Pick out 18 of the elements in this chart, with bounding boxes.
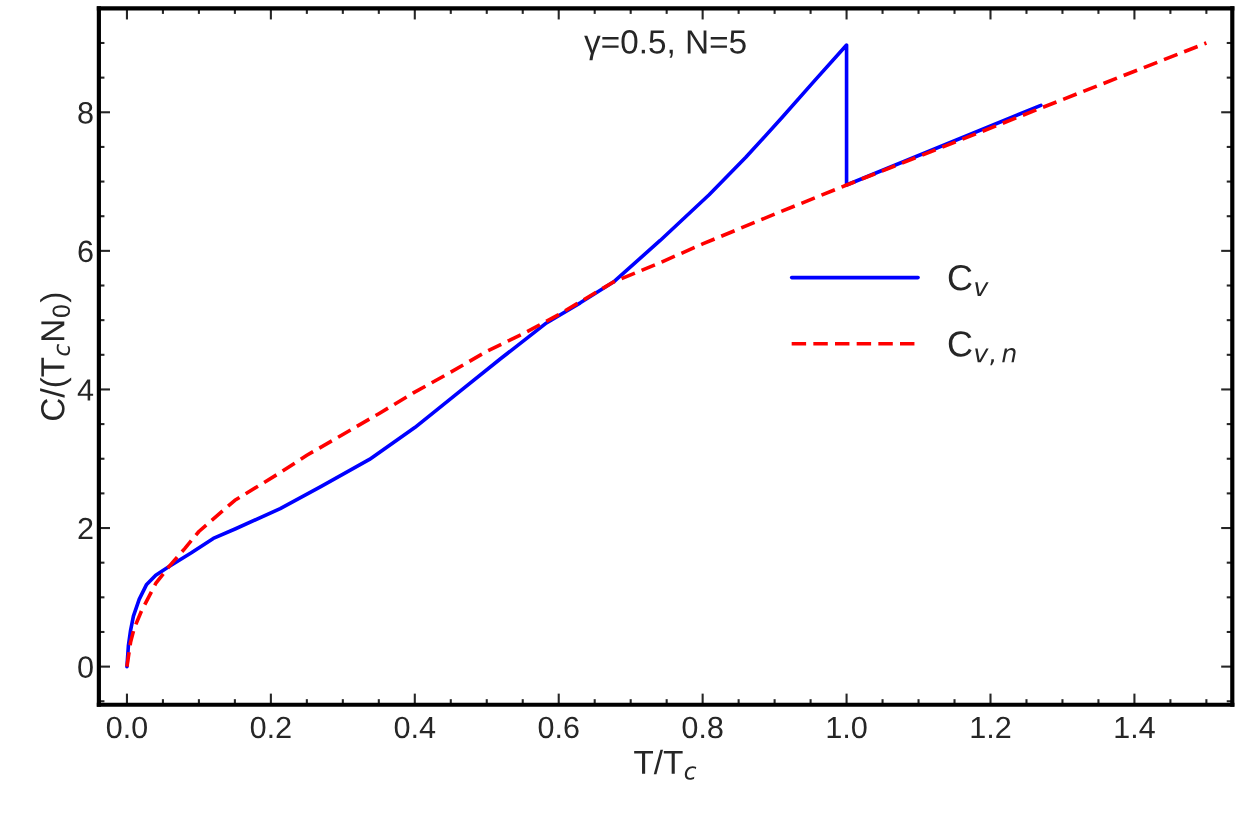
x-tick-label: 1.0 — [827, 716, 867, 739]
legend-label: C$_{v}$ — [948, 264, 989, 297]
y-axis-title: C/(T$_{c}$N$_{0}$) — [40, 293, 72, 421]
y-tick-label: 6 — [78, 240, 93, 263]
y-tick-label: 8 — [78, 102, 93, 124]
x-tick-label: 0.6 — [538, 716, 579, 739]
x-tick-label: 0.2 — [250, 716, 291, 739]
x-tick-label: 0.4 — [394, 716, 436, 739]
y-tick-label: 4 — [77, 379, 94, 401]
x-tick-label: 0.8 — [682, 716, 723, 739]
legend-label: C$_{v,n}$ — [948, 331, 1016, 366]
y-tick-label: 0 — [78, 656, 93, 678]
y-tick-label: 2 — [78, 517, 93, 540]
x-axis-title: T/T$_{c}$ — [634, 749, 697, 780]
x-tick-label: 1.4 — [1115, 716, 1155, 738]
x-tick-label: 1.2 — [971, 716, 1011, 738]
x-tick-label: 0.0 — [106, 716, 147, 739]
annotation: γ=0.5, N=5 — [584, 30, 746, 61]
